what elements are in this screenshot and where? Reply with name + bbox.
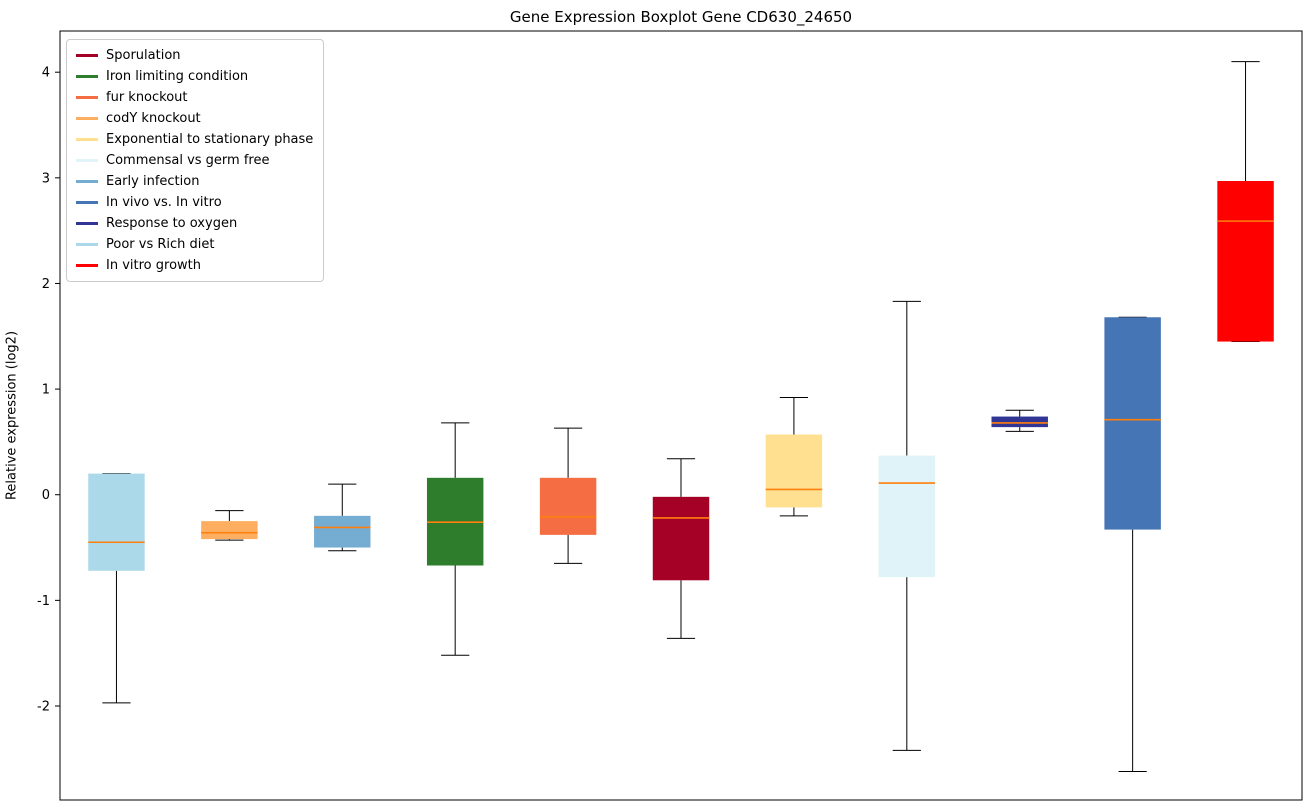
- legend-label: In vitro growth: [106, 258, 201, 273]
- legend-label: Iron limiting condition: [106, 69, 249, 84]
- box-4: [539, 477, 597, 535]
- box-1: [201, 521, 258, 540]
- y-tick-label: 2: [42, 277, 50, 292]
- legend-item: Iron limiting condition: [76, 68, 313, 85]
- y-tick-label: 1: [42, 383, 50, 398]
- legend-line-swatch: [76, 54, 98, 57]
- legend-item: Poor vs Rich diet: [76, 236, 313, 253]
- legend-label: Poor vs Rich diet: [106, 237, 215, 252]
- legend-item: Commensal vs germ free: [76, 152, 313, 169]
- legend-item: Early infection: [76, 173, 313, 190]
- legend-line-swatch: [76, 243, 98, 246]
- legend-item: Exponential to stationary phase: [76, 131, 313, 148]
- box-6: [765, 434, 823, 508]
- legend-line-swatch: [76, 222, 98, 225]
- legend-line-swatch: [76, 138, 98, 141]
- legend-label: codY knockout: [106, 111, 201, 126]
- y-tick-label: -2: [37, 699, 50, 714]
- box-2: [314, 515, 371, 548]
- legend-label: Sporulation: [106, 48, 181, 63]
- legend-label: Exponential to stationary phase: [106, 132, 314, 147]
- legend-line-swatch: [76, 159, 98, 162]
- legend-line-swatch: [76, 75, 98, 78]
- legend-label: Commensal vs germ free: [106, 153, 270, 168]
- y-tick-label: -1: [37, 594, 50, 609]
- legend-label: Early infection: [106, 174, 200, 189]
- legend: Sporulation Iron limiting condition fur kn…: [66, 39, 325, 282]
- legend-line-swatch: [76, 96, 98, 99]
- box-9: [1104, 317, 1161, 530]
- box-10: [1217, 180, 1274, 342]
- legend-label: In vivo vs. In vitro: [106, 195, 222, 210]
- legend-line-swatch: [76, 201, 98, 204]
- y-tick-label: 3: [42, 171, 50, 186]
- legend-label: fur knockout: [106, 90, 188, 105]
- legend-item: fur knockout: [76, 89, 313, 106]
- legend-item: In vivo vs. In vitro: [76, 194, 313, 211]
- legend-item: Sporulation: [76, 47, 313, 64]
- legend-line-swatch: [76, 180, 98, 183]
- legend-item: codY knockout: [76, 110, 313, 127]
- legend-label: Response to oxygen: [106, 216, 238, 231]
- legend-item: In vitro growth: [76, 257, 313, 274]
- box-5: [652, 496, 710, 581]
- chart-title: Gene Expression Boxplot Gene CD630_24650: [509, 8, 853, 26]
- legend-item: Response to oxygen: [76, 215, 313, 232]
- box-7: [878, 455, 936, 578]
- legend-line-swatch: [76, 264, 98, 267]
- y-tick-label: 4: [42, 66, 50, 81]
- box-8: [991, 416, 1048, 428]
- axes-frame: [59, 30, 1303, 801]
- y-tick-label: 0: [42, 488, 50, 503]
- legend-line-swatch: [76, 117, 98, 120]
- box-0: [88, 473, 145, 571]
